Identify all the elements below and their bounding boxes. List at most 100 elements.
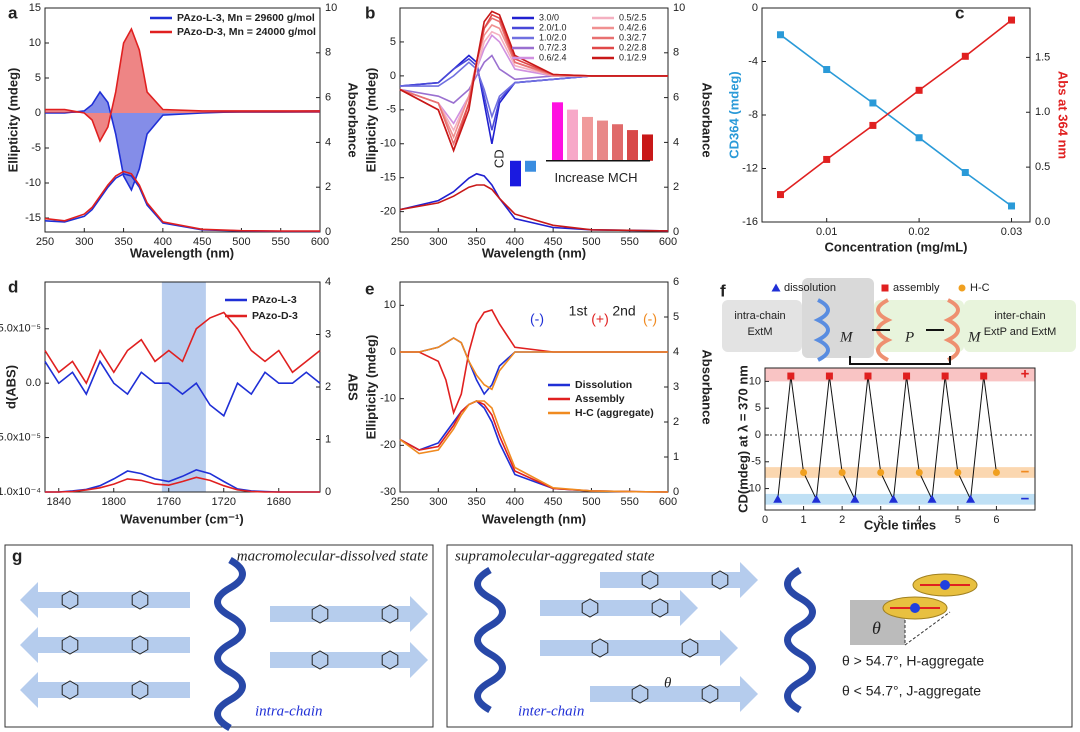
annotation: (+): [591, 311, 609, 327]
y-tick-label: -5.0x10⁻⁵: [0, 432, 41, 444]
marker: [915, 468, 923, 476]
y-tick-label: -10: [380, 393, 396, 405]
y2-tick-label: 0: [325, 226, 331, 238]
y-tick-label: -30: [380, 486, 396, 498]
label: M: [839, 329, 854, 345]
cycle-segment: [815, 375, 830, 500]
panel-label: c: [955, 3, 964, 22]
series-line: [780, 34, 1012, 207]
cycle-segment: [777, 375, 792, 500]
y-tick-label: 5: [390, 36, 396, 48]
y2-tick-label: 0: [673, 226, 679, 238]
y2-tick-label: 6: [673, 276, 679, 288]
y2-tick-label: 4: [673, 346, 679, 358]
band-label: +: [1021, 366, 1030, 383]
state-title: macromolecular-dissolved state: [237, 548, 429, 564]
inset-label: Increase MCH: [554, 170, 637, 185]
inset-bar: [642, 134, 653, 161]
panel-label: g: [12, 546, 22, 565]
y2-tick-label: 10: [325, 2, 337, 14]
marker: [811, 494, 821, 503]
y-tick-label: 5: [35, 72, 41, 84]
marker: [877, 468, 885, 476]
y2-tick-label: 0: [325, 486, 331, 498]
marker: [888, 494, 898, 503]
y-tick-label: -15: [25, 212, 41, 224]
cycle-segment: [841, 472, 856, 500]
series-line: [399, 184, 669, 232]
x-axis-title: Wavelength (nm): [482, 511, 586, 526]
marker: [869, 121, 877, 129]
y-tick-label: 0: [755, 429, 761, 441]
benzene: [311, 650, 329, 670]
y-tick-label: -1.0x10⁻⁴: [0, 486, 41, 498]
x-tick-label: 550: [621, 236, 639, 248]
annotation: 2nd: [612, 303, 635, 319]
arrow: [849, 356, 951, 365]
inset-bar: [582, 116, 593, 161]
x-tick-label: 400: [506, 236, 524, 248]
x-tick-label: 550: [621, 496, 639, 508]
x-tick-label: 350: [467, 496, 485, 508]
panel-frame: [4, 544, 434, 728]
y2-tick-label: 3: [673, 381, 679, 393]
y-tick-label: 10: [29, 37, 41, 49]
y-tick-label: 15: [29, 2, 41, 14]
y2-tick-label: 3: [325, 328, 331, 340]
label: M: [967, 329, 982, 345]
marker: [800, 468, 808, 476]
y-tick-label: -8: [748, 109, 758, 121]
x-tick-label: 4: [916, 514, 922, 526]
plot-frame: [44, 7, 321, 233]
y2-axis-title: ABS: [346, 373, 361, 401]
annotation: (-): [643, 311, 657, 327]
helix: [813, 298, 830, 362]
y-tick-label: -5: [751, 456, 761, 468]
y-axis-title: CD(mdeg) at λ = 370 nm: [735, 365, 750, 513]
x-axis-title: Wavenumber (cm⁻¹): [120, 511, 243, 526]
y-axis-title: Ellipticity (mdeg): [5, 68, 20, 173]
benzene: [631, 684, 649, 704]
benzene: [131, 590, 149, 610]
band: [765, 368, 1035, 382]
marker: [1008, 202, 1016, 210]
legend-label: 3.0/0: [539, 12, 559, 22]
inset-bar: [627, 130, 638, 161]
benzene: [61, 680, 79, 700]
annotation: 1st: [569, 303, 588, 319]
series-line: [399, 10, 668, 153]
panel-frame: [446, 544, 1073, 728]
band: [765, 493, 1035, 505]
y2-tick-label: 0: [673, 486, 679, 498]
panel-label: e: [365, 279, 374, 298]
y-tick-label: -10: [25, 177, 41, 189]
x-tick-label: 1680: [267, 496, 291, 508]
y2-tick-label: 6: [325, 92, 331, 104]
x-tick-label: 6: [993, 514, 999, 526]
benzene: [381, 604, 399, 624]
dot: [910, 603, 920, 613]
series-line: [45, 476, 320, 493]
cycle-segment: [880, 472, 894, 500]
helix: [474, 566, 506, 714]
label: ExtP and ExtM: [984, 326, 1057, 338]
y2-tick-label: 10: [673, 2, 685, 14]
label: P: [904, 329, 914, 345]
band-label: −: [1021, 463, 1030, 480]
y-tick-label: -20: [380, 206, 396, 218]
dot: [940, 580, 950, 590]
benzene: [311, 604, 329, 624]
x-tick-label: 500: [582, 496, 600, 508]
cd-area: [45, 92, 320, 190]
inset-bar: [525, 160, 536, 172]
legend-label: 2.0/1.0: [539, 22, 567, 32]
y2-tick-label: 0.5: [1035, 161, 1050, 173]
legend-label: 0.6/2.4: [539, 52, 567, 62]
y-tick-label: 0.0: [26, 377, 41, 389]
state-title: supramolecular-aggregated state: [455, 548, 655, 564]
series-line: [44, 170, 320, 232]
legend-label: 0.5/2.5: [619, 12, 647, 22]
x-tick-label: 600: [659, 496, 677, 508]
legend-label: Dissolution: [575, 379, 632, 391]
x-tick-label: 600: [311, 236, 329, 248]
